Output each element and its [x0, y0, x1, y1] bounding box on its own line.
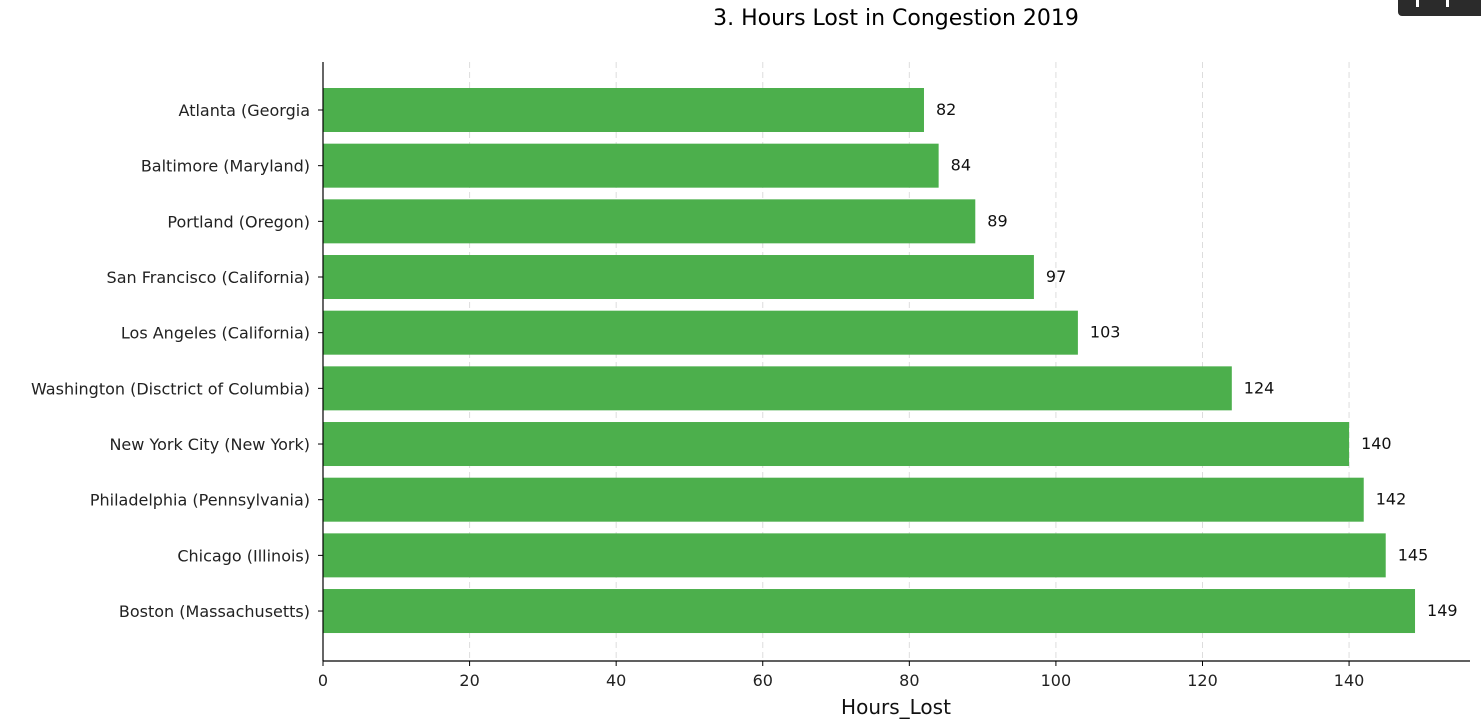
bar [323, 255, 1034, 300]
x-axis-label: Hours_Lost [841, 695, 951, 719]
bar [323, 143, 939, 188]
bar-value-label: 142 [1376, 490, 1407, 509]
bar [323, 477, 1364, 522]
bar [323, 88, 924, 132]
bar-value-label: 89 [987, 211, 1007, 230]
x-tick-label: 40 [606, 671, 626, 690]
bar [323, 533, 1386, 578]
x-axis-ticks: 0 20 40 60 80 100 120 140 [318, 661, 1364, 690]
chart-title: 3. Hours Lost in Congestion 2019 [713, 6, 1079, 31]
bar [323, 310, 1078, 355]
bar-value-label: 97 [1046, 267, 1066, 286]
y-tick-label: Chicago (Illinois) [177, 546, 310, 565]
bar-value-label: 82 [936, 100, 956, 119]
y-tick-label: New York City (New York) [109, 435, 310, 454]
y-tick-label: Washington (Disctrict of Columbia) [31, 379, 310, 398]
bar-value-labels: 82 84 89 97 103 124 140 142 145 149 [936, 100, 1458, 620]
y-tick-label: Atlanta (Georgia [179, 101, 310, 120]
bar-value-label: 103 [1090, 323, 1121, 342]
x-tick-label: 0 [318, 671, 328, 690]
y-tick-label: Baltimore (Maryland) [141, 157, 310, 176]
y-tick-label: Boston (Massachusetts) [119, 602, 310, 621]
y-tick-label: Philadelphia (Pennsylvania) [90, 491, 310, 510]
bar [323, 422, 1350, 467]
bar-value-label: 124 [1244, 378, 1275, 397]
chart-toolbar-icon[interactable] [1398, 0, 1481, 16]
x-tick-label: 140 [1334, 671, 1365, 690]
x-tick-label: 20 [459, 671, 479, 690]
bars [323, 88, 1416, 634]
bar-value-label: 140 [1361, 434, 1392, 453]
x-tick-label: 120 [1187, 671, 1218, 690]
x-tick-label: 80 [899, 671, 919, 690]
y-axis-ticks: Atlanta (Georgia Baltimore (Maryland) Port… [31, 101, 323, 621]
bar [323, 589, 1416, 634]
bar-value-label: 84 [951, 156, 971, 175]
bar-value-label: 145 [1398, 545, 1429, 564]
bar [323, 366, 1232, 411]
x-tick-label: 60 [753, 671, 773, 690]
bar-value-label: 149 [1427, 601, 1458, 620]
x-tick-label: 100 [1041, 671, 1072, 690]
bar [323, 199, 976, 244]
y-tick-label: Los Angeles (California) [121, 324, 310, 343]
y-tick-label: Portland (Oregon) [167, 212, 310, 231]
y-tick-label: San Francisco (California) [107, 268, 310, 287]
